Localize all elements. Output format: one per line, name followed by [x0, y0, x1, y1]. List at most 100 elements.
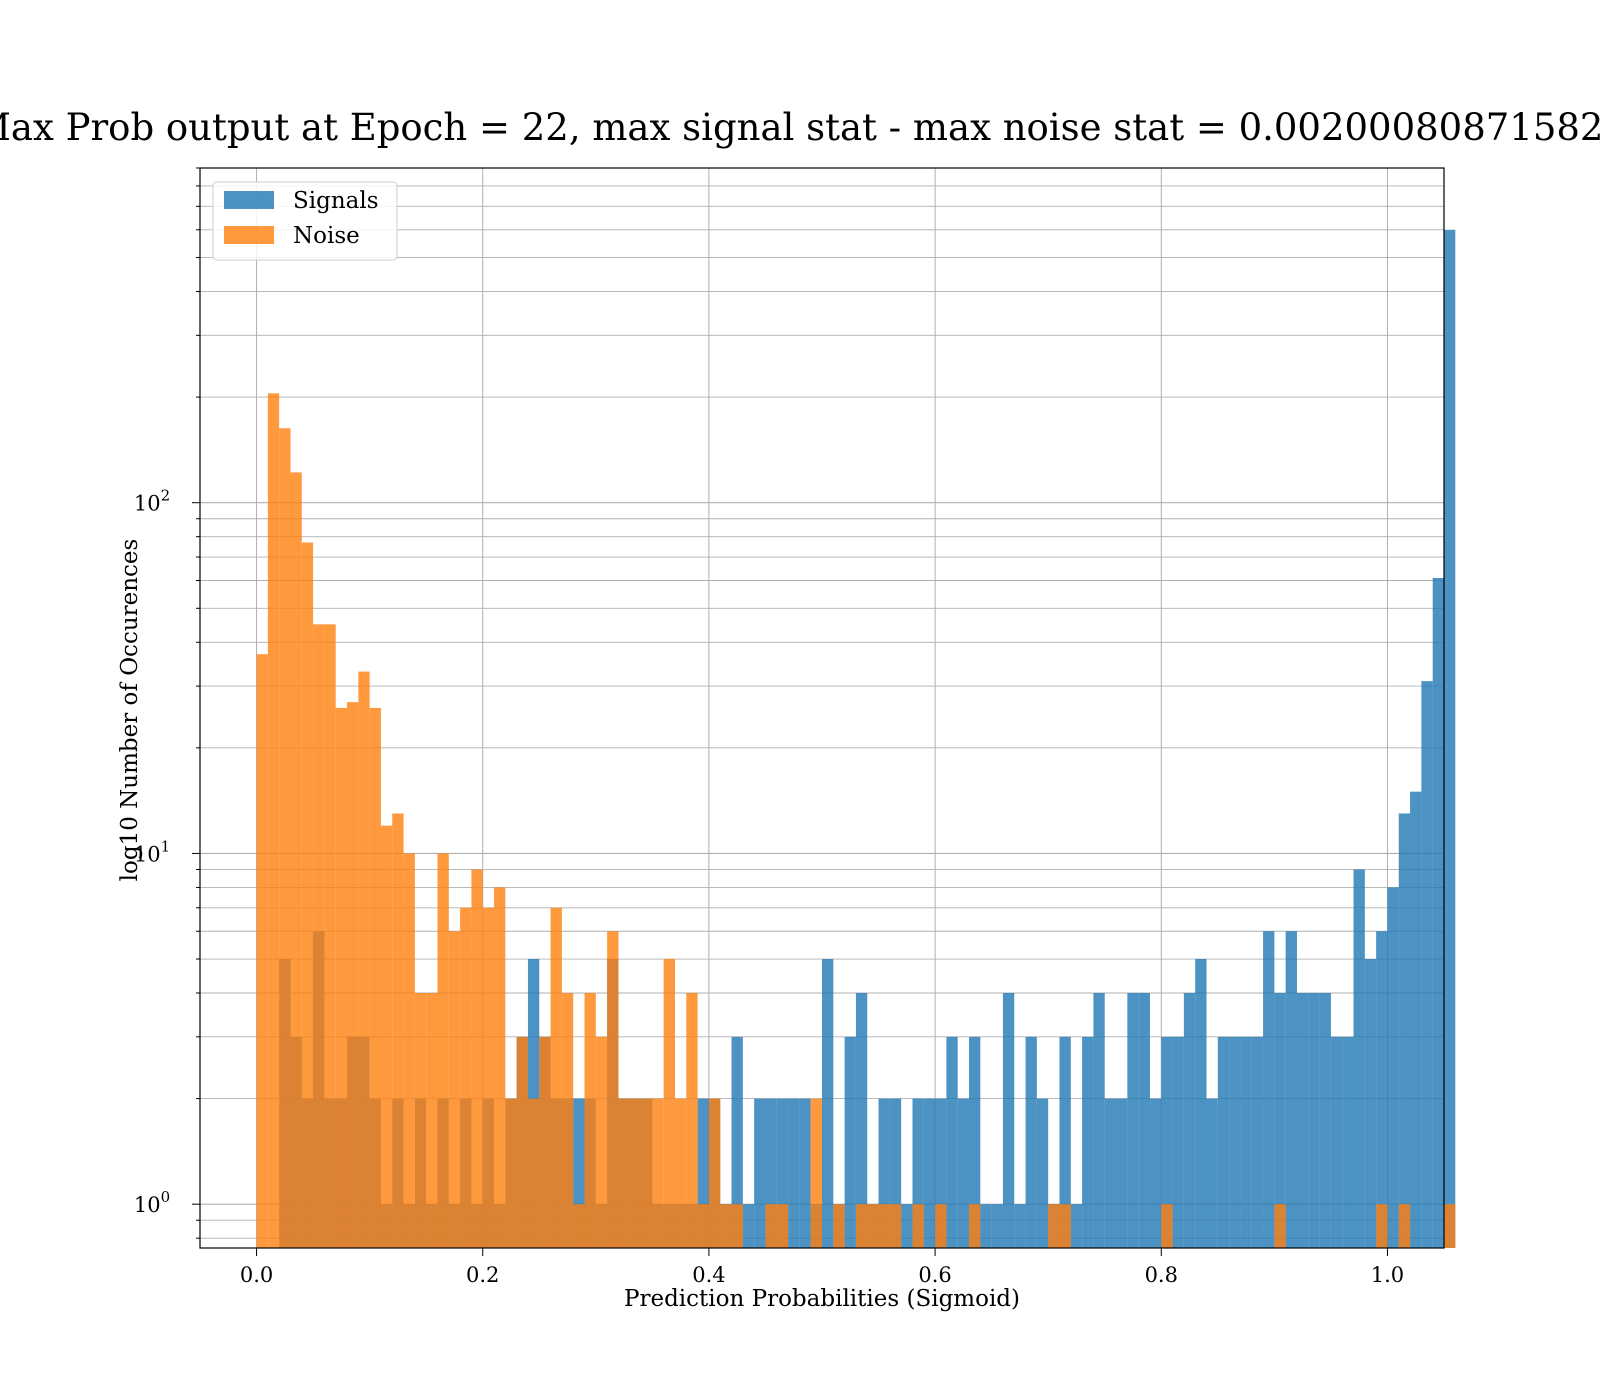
signals-bar — [1240, 1036, 1252, 1248]
signals-bar — [754, 1098, 766, 1248]
signals-bar — [1138, 993, 1150, 1248]
signals-bar — [1398, 813, 1411, 1248]
noise-bar — [290, 472, 302, 1248]
noise-bar — [935, 1204, 947, 1248]
signals-bar — [957, 1098, 970, 1248]
y-tick-label: 100 — [134, 1188, 170, 1217]
signals-bar — [923, 1098, 936, 1248]
noise-bar — [313, 624, 325, 1248]
signals-bar — [1082, 1036, 1094, 1248]
signals-bar — [1036, 1098, 1049, 1248]
noise-bar — [618, 1098, 630, 1248]
signals-bar — [1161, 1036, 1173, 1248]
noise-bar — [369, 707, 381, 1248]
legend: Signals Noise — [212, 181, 398, 261]
signals-bar — [1387, 887, 1399, 1248]
signals-bar — [1059, 1036, 1071, 1248]
noise-bar — [686, 993, 698, 1248]
noise-bar — [810, 1098, 822, 1248]
noise-bar — [550, 907, 562, 1248]
noise-bar — [969, 1204, 981, 1248]
noise-bar — [539, 1036, 551, 1248]
signals-bar — [573, 1098, 585, 1248]
signals-bar — [991, 1204, 1003, 1248]
noise-bar — [448, 931, 461, 1248]
noise-bar — [471, 869, 483, 1248]
signals-bar — [1002, 993, 1015, 1248]
signals-bar — [1217, 1036, 1230, 1248]
signals-bar — [901, 1204, 913, 1248]
signals-bar — [912, 1098, 924, 1248]
signals-bar — [980, 1204, 992, 1248]
noise-bar — [380, 825, 393, 1248]
noise-bar — [652, 1098, 664, 1248]
noise-bar — [335, 707, 348, 1248]
noise-bar — [663, 959, 675, 1248]
signals-bar — [1127, 993, 1139, 1248]
y-tick-label: 101 — [134, 837, 170, 866]
signals-bar — [1296, 993, 1309, 1248]
signals-bar — [1263, 931, 1275, 1248]
noise-bar — [1274, 1204, 1286, 1248]
y-axis-label: log10 Number of Occurences — [117, 539, 143, 882]
noise-bar — [561, 993, 574, 1248]
signals-bar — [1014, 1204, 1026, 1248]
noise-bar — [674, 1098, 687, 1248]
noise-bar — [460, 907, 472, 1248]
noise-bar — [482, 907, 495, 1248]
noise-bar — [347, 702, 359, 1248]
signals-bar — [946, 1036, 958, 1248]
signals-bar — [731, 1036, 743, 1248]
x-tick-label: 0.4 — [692, 1263, 725, 1287]
signals-bar — [855, 993, 868, 1248]
noise-bar — [697, 1204, 709, 1248]
noise-bar — [595, 1036, 608, 1248]
noise-bar — [731, 1204, 743, 1248]
noise-bar — [833, 1204, 845, 1248]
signals-bar — [1330, 1036, 1343, 1248]
legend-label-noise: Noise — [293, 223, 360, 249]
signals-bar — [1376, 931, 1388, 1248]
noise-bar — [392, 813, 404, 1248]
noise-bar — [573, 1204, 585, 1248]
noise-bar — [912, 1204, 924, 1248]
noise-bar — [1444, 1204, 1456, 1248]
noise-bar — [505, 1098, 517, 1248]
noise-bar — [889, 1204, 902, 1248]
signals-bar — [1104, 1098, 1117, 1248]
legend-label-signals: Signals — [293, 188, 379, 214]
noise-bar — [629, 1098, 642, 1248]
legend-swatch-signals — [224, 191, 274, 209]
chart-title: Max Prob output at Epoch = 22, max signa… — [0, 106, 1600, 149]
x-tick-label: 0.6 — [918, 1263, 951, 1287]
signals-bar — [844, 1036, 856, 1248]
signals-bar — [1172, 1036, 1184, 1248]
signals-bar — [969, 1036, 981, 1248]
legend-swatch-noise — [224, 226, 274, 244]
noise-bar — [720, 1204, 732, 1248]
signals-bar — [742, 1204, 755, 1248]
signals-bar — [1285, 931, 1297, 1248]
x-tick-label: 0.2 — [466, 1263, 499, 1287]
signals-bar — [1342, 1036, 1354, 1248]
noise-bar — [765, 1204, 777, 1248]
signals-bar — [1410, 791, 1422, 1248]
noise-bar — [358, 671, 370, 1248]
noise-bar — [426, 993, 438, 1248]
noise-bar — [324, 624, 336, 1248]
x-axis-label: Prediction Probabilities (Sigmoid) — [624, 1286, 1020, 1312]
signals-bar — [697, 1098, 709, 1248]
noise-bar — [267, 393, 280, 1248]
signals-bar — [822, 959, 834, 1248]
signals-bar — [1229, 1036, 1241, 1248]
signals-bar — [1308, 993, 1320, 1248]
signals-bar — [1432, 577, 1444, 1248]
signals-bar — [788, 1098, 800, 1248]
signals-bar — [889, 1098, 902, 1248]
noise-bar — [878, 1204, 890, 1248]
noise-bar — [584, 993, 596, 1248]
signals-bar — [878, 1098, 890, 1248]
signals-bar — [1251, 1036, 1264, 1248]
signals-bar — [1070, 1204, 1083, 1248]
signals-bar — [1093, 993, 1105, 1248]
